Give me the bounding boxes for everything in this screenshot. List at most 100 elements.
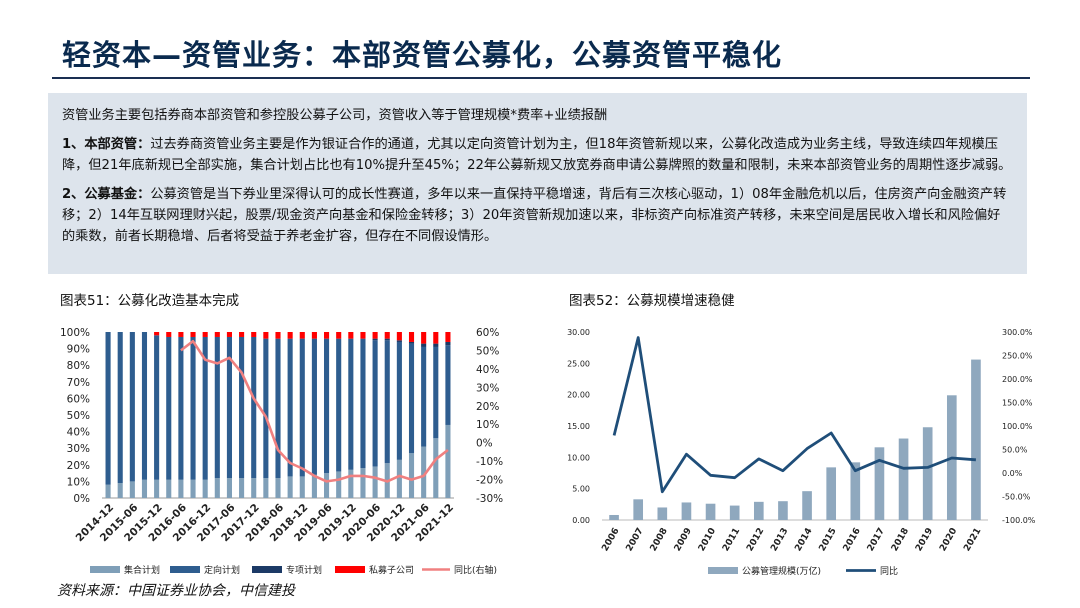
left-bar-segment xyxy=(445,424,451,498)
right-y-tick-label: 0.00 xyxy=(572,516,590,525)
right-legend-swatch xyxy=(708,567,738,574)
left-bar-segment xyxy=(408,453,415,498)
left-bar-segment xyxy=(299,476,305,498)
right-bar xyxy=(850,462,861,520)
right-x-tick-label: 2020 xyxy=(938,527,959,554)
left-y-tick-label: 30% xyxy=(67,443,90,455)
left-bar-segment xyxy=(324,473,330,498)
right-x-tick-label: 2011 xyxy=(721,527,742,554)
left-bar-segment xyxy=(445,332,451,342)
left-bar-segment xyxy=(445,345,451,425)
left-y-tick-label: 0% xyxy=(73,493,90,505)
left-legend-swatch xyxy=(252,566,282,573)
left-y-tick-label: 90% xyxy=(67,344,90,356)
left-bar-segment xyxy=(178,332,184,337)
right-y-tick-label: 15.00 xyxy=(567,422,590,431)
right-bar xyxy=(609,514,619,520)
left-bar-segment xyxy=(166,332,172,337)
left-y2-tick-label: 20% xyxy=(476,401,499,413)
right-y2-tick-label: 200.0% xyxy=(1002,375,1033,384)
left-y2-tick-label: -30% xyxy=(476,493,503,505)
left-bar-segment xyxy=(263,478,269,498)
right-y-tick-label: 20.00 xyxy=(567,391,590,400)
left-bar-segment xyxy=(239,332,245,337)
right-y2-tick-label: 100.0% xyxy=(1002,422,1033,431)
right-y2-tick-label: 250.0% xyxy=(1002,352,1033,361)
summary-intro: 资管业务主要包括券商本部资管和参控股公募子公司，资管收入等于管理规模*费率+业绩… xyxy=(62,108,608,123)
right-chart: 0.00 5.00 10.00 15.00 20.00 25.00 30.00 -100.0%… xyxy=(567,328,1036,577)
right-y2-tick-label: -50.0% xyxy=(1002,493,1031,502)
left-bar-segment xyxy=(214,336,220,479)
left-y-tick-label: 60% xyxy=(67,393,90,405)
left-bar-segment xyxy=(287,338,293,477)
right-x-tick-label: 2021 xyxy=(962,527,983,554)
left-bar-segment xyxy=(372,340,378,467)
left-bar-segment xyxy=(105,484,111,498)
left-bar-segment xyxy=(311,332,317,339)
left-y2-tick-label: -20% xyxy=(476,475,503,487)
left-bar-segment xyxy=(360,332,366,339)
right-y-tick-label: 25.00 xyxy=(567,359,590,368)
left-bar-segment xyxy=(348,338,354,470)
left-bar-segment xyxy=(275,332,281,339)
left-bar-segment xyxy=(421,332,427,344)
left-bar-segment xyxy=(433,438,439,498)
right-y2-tick-label: 0.0% xyxy=(1002,469,1023,478)
left-bar-segment xyxy=(336,471,342,498)
left-bar-segment xyxy=(141,332,148,480)
right-bar xyxy=(898,438,909,520)
left-bar-segment xyxy=(251,336,257,479)
right-bar xyxy=(971,359,981,520)
right-x-tick-label: 2018 xyxy=(890,527,911,554)
left-bar-segment xyxy=(396,332,402,341)
right-x-tick-label: 2019 xyxy=(914,527,935,554)
left-bar-segment xyxy=(105,332,111,485)
left-bar-segment xyxy=(117,483,123,498)
left-y-tick-label: 50% xyxy=(67,410,90,422)
left-legend-swatch xyxy=(90,566,120,573)
left-bar-segment xyxy=(178,336,184,480)
right-y-tick-label: 10.00 xyxy=(567,453,590,462)
right-x-tick-label: 2015 xyxy=(818,527,839,554)
left-bar-segment xyxy=(445,341,451,346)
left-bar-segment xyxy=(263,338,269,479)
left-bar-segment xyxy=(226,478,232,498)
right-y2-tick-label: 150.0% xyxy=(1002,399,1033,408)
left-bar-segment xyxy=(384,332,390,339)
left-bar-segment xyxy=(311,338,317,475)
left-bar-segment xyxy=(421,446,427,498)
right-x-tick-label: 2016 xyxy=(842,527,863,554)
left-bar-segment xyxy=(166,479,172,498)
right-bar xyxy=(826,467,837,520)
left-y-tick-label: 40% xyxy=(67,427,90,439)
left-bar-segment xyxy=(421,346,427,447)
left-bar-segment xyxy=(117,332,123,484)
left-bar-segment xyxy=(141,479,148,498)
left-bar-segment xyxy=(190,336,196,480)
left-bar-segment xyxy=(239,336,245,479)
left-bar-segment xyxy=(154,335,160,480)
left-bar-segment xyxy=(226,336,232,479)
right-x-tick-label: 2017 xyxy=(866,527,887,554)
left-bar-segment xyxy=(433,332,439,344)
left-bar-segment xyxy=(433,343,439,347)
left-bar-segment xyxy=(226,332,232,337)
left-bar-segment xyxy=(433,346,439,439)
left-y2-tick-label: -10% xyxy=(476,456,503,468)
left-bar-segment xyxy=(299,338,305,477)
left-bar-segment xyxy=(384,340,390,464)
left-bar-segment xyxy=(408,341,415,344)
left-bar-segment xyxy=(372,466,378,498)
left-y2-tick-label: 50% xyxy=(476,345,499,357)
left-bar-segment xyxy=(287,476,293,498)
left-bar-segment xyxy=(287,332,293,339)
right-bar xyxy=(874,447,885,520)
left-bar-segment xyxy=(214,332,220,337)
left-bar-segment xyxy=(299,332,305,339)
left-bar-segment xyxy=(202,336,208,480)
left-bar-segment xyxy=(408,332,415,342)
left-bar-segment xyxy=(214,478,220,498)
point-2-body: 公募资管是当下券业里深得认可的成长性赛道，多年以来一直保持平稳增速，背后有三次核… xyxy=(62,187,1007,244)
left-bar-segment xyxy=(275,478,281,498)
right-y-tick-label: 5.00 xyxy=(572,485,590,494)
